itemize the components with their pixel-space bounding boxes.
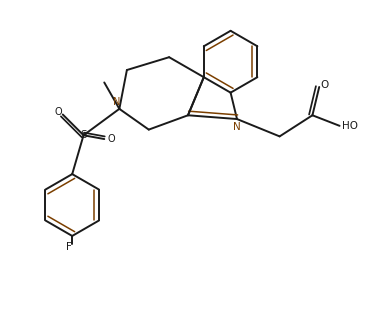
Text: F: F [66, 241, 72, 251]
Text: N: N [113, 97, 120, 107]
Text: HO: HO [342, 121, 358, 131]
Text: O: O [55, 106, 62, 116]
Text: O: O [321, 80, 329, 90]
Text: N: N [233, 122, 241, 132]
Text: S: S [80, 130, 87, 140]
Text: O: O [107, 134, 115, 144]
